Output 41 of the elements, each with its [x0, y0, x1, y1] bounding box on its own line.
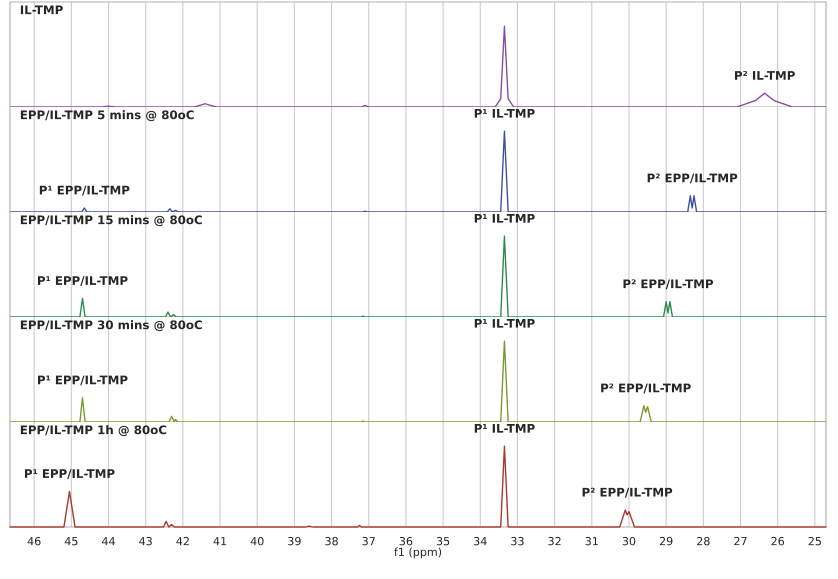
x-tick-label: 39 [288, 536, 301, 546]
annotation: P¹ EPP/IL-TMP [24, 469, 115, 479]
x-tick-label: 29 [660, 536, 672, 546]
x-tick-label: 44 [102, 537, 115, 546]
x-tick-label: 31 [586, 536, 598, 546]
x-tick-label: 30 [622, 536, 636, 546]
x-tick-label: 45 [64, 537, 78, 546]
x-tick-label: 42 [176, 536, 189, 546]
x-tick-label: 34 [474, 536, 487, 546]
x-tick-label: 33 [511, 536, 524, 546]
annotation: P² EPP/IL-TMP [648, 174, 738, 184]
x-axis-title: f1 (ppm) [394, 547, 442, 558]
x-tick-label: 46 [28, 536, 41, 546]
annotation: P² EPP/IL-TMP [601, 384, 691, 394]
x-tick-label: 26 [771, 536, 784, 546]
annotation: P¹ EPP/IL-TMP [40, 186, 130, 196]
x-tick-label: 37 [362, 536, 375, 546]
annotation: P² IL-TMP [735, 70, 795, 80]
annotation: P¹ IL-TMP [474, 424, 535, 433]
chart-title: IL-TMP [20, 6, 63, 14]
annotation: P² EPP/IL-TMP [624, 279, 714, 290]
chart-title: EPP/IL-TMP 30 mins @ 80oC [20, 320, 202, 332]
annotation: P² EPP/IL-TMP [582, 488, 672, 498]
x-tick-label: 40 [250, 536, 264, 546]
x-tick-label: 28 [697, 536, 710, 546]
x-tick-label: 25 [808, 536, 821, 546]
annotation: P¹ IL-TMP [474, 214, 535, 223]
chart-title: EPP/IL-TMP 15 mins @ 80oC [20, 215, 202, 226]
annotation: P¹ EPP/IL-TMP [38, 276, 128, 286]
x-tick-label: 41 [214, 537, 226, 546]
annotation: P¹ EPP/IL-TMP [38, 376, 128, 386]
x-tick-label: 43 [139, 536, 152, 546]
annotation: P¹ IL-TMP [474, 109, 535, 118]
chart-title: EPP/IL-TMP 5 mins @ 80oC [20, 110, 194, 122]
chart-title: EPP/IL-TMP 1h @ 80oC [20, 425, 166, 436]
x-tick-label: 38 [325, 536, 338, 546]
x-tick-label: 36 [400, 536, 412, 546]
x-tick-label: 27 [734, 536, 747, 546]
annotation: P¹ IL-TMP [474, 319, 535, 328]
x-tick-label: 32 [548, 536, 561, 546]
x-tick-label: 35 [436, 536, 450, 546]
